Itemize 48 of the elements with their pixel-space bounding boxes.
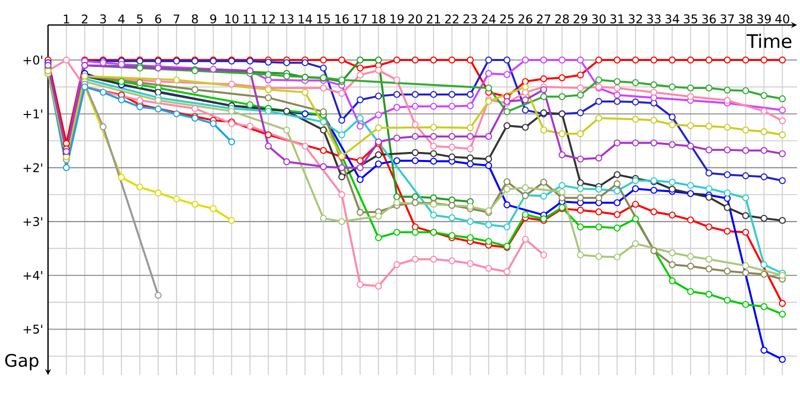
x-tick-label: 18	[372, 14, 386, 24]
x-tick-label: 21	[426, 14, 440, 24]
x-tick-label: 9	[210, 14, 216, 24]
x-tick-label: 14	[298, 14, 312, 24]
x-tick-label: 37	[720, 14, 734, 24]
x-tick-label: 15	[317, 14, 330, 24]
y-tick-label: +3'	[24, 217, 42, 226]
x-tick-label: 39	[757, 14, 771, 24]
x-tick-label: 3	[100, 14, 106, 24]
x-tick-label: 38	[738, 14, 752, 24]
x-tick-label: 23	[464, 14, 477, 24]
x-tick-label: 33	[647, 14, 661, 24]
x-tick-label: 30	[592, 14, 606, 24]
x-tick-label: 4	[118, 14, 125, 24]
x-tick-label: 34	[665, 14, 680, 24]
x-tick-label: 24	[482, 14, 496, 24]
x-tick-label: 35	[684, 14, 698, 24]
y-tick-label: +0'	[24, 55, 42, 65]
x-tick-label: 20	[408, 14, 422, 24]
x-axis-title: Time	[746, 34, 792, 48]
x-tick-label: 31	[610, 14, 624, 24]
x-tick-label: 12	[262, 14, 275, 24]
x-tick-label: 6	[155, 14, 162, 24]
x-tick-label: 27	[536, 14, 550, 24]
x-tick-label: 10	[225, 14, 238, 24]
y-tick-label: +2'	[24, 163, 42, 172]
x-tick-label: 19	[390, 14, 404, 24]
x-tick-label: 5	[136, 14, 143, 24]
x-tick-label: 36	[702, 14, 716, 24]
x-tick-label: 28	[555, 14, 569, 24]
x-tick-label: 11	[244, 14, 256, 24]
x-tick-label: 17	[354, 14, 367, 24]
x-tick-label: 8	[192, 14, 198, 24]
x-tick-label: 1	[64, 14, 70, 24]
x-tick-label: 25	[500, 14, 514, 24]
x-tick-label: 2	[82, 14, 88, 24]
x-tick-label: 40	[775, 14, 790, 24]
y-tick-label: +4'	[24, 271, 42, 280]
x-tick-label: 29	[574, 14, 588, 24]
y-axis-title: Gap	[5, 354, 38, 370]
x-tick-label: 22	[445, 14, 458, 24]
y-tick-label: +1'	[24, 109, 42, 118]
x-tick-label: 16	[335, 14, 349, 24]
x-tick-label: 26	[518, 14, 532, 24]
x-tick-label: 32	[628, 14, 642, 24]
x-tick-label: 7	[174, 14, 180, 24]
y-tick-label: +5'	[24, 324, 42, 334]
x-tick-label: 13	[280, 14, 294, 24]
